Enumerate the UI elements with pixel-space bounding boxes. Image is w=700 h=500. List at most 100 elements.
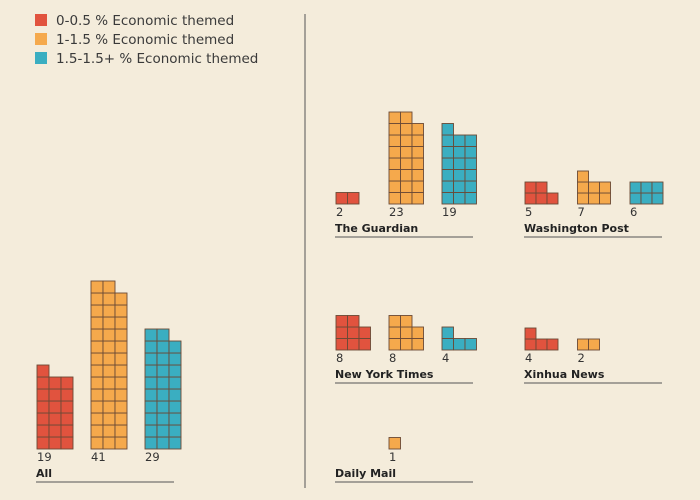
unit-cell-p0-s2-9 [144,400,158,414]
unit-cell-p2-s0-0 [524,192,537,205]
unit-cell-p0-s1-2 [114,436,128,450]
unit-cell-p3-s0-5 [358,326,371,339]
unit-cell-p0-s0-10 [48,400,62,414]
unit-cell-p2-s2-3 [629,181,642,194]
unit-cell-p0-s2-26 [168,340,182,354]
unit-cell-p0-s1-20 [114,364,128,378]
unit-cell-p1-s1-4 [400,180,413,193]
legend: 0-0.5 % Economic themed 1-1.5 % Economic … [35,13,258,67]
unit-cell-p0-s1-25 [102,340,116,354]
unit-cell-p3-s1-7 [400,315,413,328]
unit-cell-p3-s0-0 [335,338,348,351]
unit-cell-p0-s1-29 [114,328,128,342]
unit-cell-p1-s1-17 [411,134,424,147]
unit-cell-p0-s1-17 [114,376,128,390]
unit-cell-p0-s0-13 [48,388,62,402]
unit-cell-p1-s1-0 [388,192,401,205]
unit-cell-p0-s1-3 [90,424,104,438]
unit-cell-p0-s2-10 [156,400,170,414]
unit-cell-p3-s2-0 [441,338,454,351]
unit-cell-p0-s1-7 [102,412,116,426]
unit-cell-p1-s2-11 [464,157,477,170]
unit-cell-p0-s2-21 [144,352,158,366]
count-label-p4-s1: 2 [578,351,585,365]
unit-cell-p3-s1-6 [388,315,401,328]
unit-cell-p1-s1-11 [411,157,424,170]
unit-cell-p0-s2-24 [144,340,158,354]
unit-cell-p0-s0-9 [36,400,50,414]
unit-cell-p3-s1-5 [411,326,424,339]
unit-cell-p0-s0-2 [60,436,74,450]
unit-cell-p4-s1-0 [577,338,589,351]
unit-cell-p2-s0-4 [535,181,548,194]
unit-cell-p4-s0-1 [535,338,548,351]
unit-cell-p2-s1-4 [588,181,600,194]
unit-cell-p1-s1-12 [388,146,401,159]
unit-cell-p0-s2-18 [144,364,158,378]
unit-cell-p0-s2-17 [168,376,182,390]
unit-cell-p0-s2-2 [168,436,182,450]
unit-cell-p0-s1-26 [114,340,128,354]
unit-cell-p3-s1-3 [388,326,401,339]
unit-cell-p2-s1-0 [577,192,589,205]
count-label-p1-s0: 2 [336,205,343,219]
unit-cell-p0-s1-39 [90,280,104,294]
unit-cell-p1-s1-6 [388,169,401,182]
unit-cell-p0-s2-5 [168,424,182,438]
panel-title-4: Xinhua News [524,368,605,381]
unit-cell-p1-s2-15 [441,134,454,147]
unit-cell-p1-s2-4 [453,180,466,193]
unit-cell-p0-s1-40 [102,280,116,294]
unit-cell-p1-s1-21 [388,111,401,124]
unit-cell-p3-s0-6 [335,315,348,328]
unit-cell-p2-s1-5 [599,181,611,194]
unit-cell-p2-s1-1 [588,192,600,205]
count-label-p2-s0: 5 [525,205,532,219]
unit-cell-p0-s0-16 [48,376,62,390]
panel-1: 2 23 19 The Guardian [335,111,477,238]
unit-cell-p0-s0-8 [60,412,74,426]
unit-cell-p0-s2-22 [156,352,170,366]
unit-cell-p2-s2-4 [640,181,653,194]
unit-cell-p1-s2-7 [453,169,466,182]
unit-cell-p0-s2-7 [156,412,170,426]
unit-cell-p1-s2-10 [453,157,466,170]
unit-cell-p0-s0-11 [60,400,74,414]
count-label-p0-s0: 19 [37,450,52,464]
unit-cell-p0-s1-1 [102,436,116,450]
unit-cell-p1-s2-5 [464,180,477,193]
unit-cell-p0-s1-31 [102,316,116,330]
unit-cell-p1-s0-1 [347,192,360,205]
unit-cell-p1-s2-0 [441,192,454,205]
unit-cell-p0-s1-35 [114,304,128,318]
unit-cell-p1-s2-6 [441,169,454,182]
unit-cell-p3-s0-3 [335,326,348,339]
unit-cell-p1-s1-20 [411,123,424,136]
unit-cell-p0-s1-15 [90,376,104,390]
unit-cell-p0-s1-10 [102,400,116,414]
legend-swatch-2 [35,52,47,64]
count-label-p4-s0: 4 [525,351,532,365]
panel-5: 1 Daily Mail [335,437,473,483]
unit-cell-p0-s1-12 [90,388,104,402]
unit-cell-p0-s2-8 [168,412,182,426]
panel-title-0: All [36,467,52,480]
unit-cell-p0-s2-20 [168,364,182,378]
unit-cell-p0-s1-36 [90,292,104,306]
panel-0: 19 41 29 All [36,280,182,483]
unit-cell-p0-s0-5 [60,424,74,438]
unit-cell-p0-s0-0 [36,436,50,450]
unit-cell-p1-s1-18 [388,123,401,136]
panel-title-3: New York Times [335,368,434,381]
unit-cell-p0-s2-1 [156,436,170,450]
unit-cell-p3-s0-2 [358,338,371,351]
unit-cell-p0-s0-3 [36,424,50,438]
unit-cell-p1-s2-12 [441,146,454,159]
unit-cell-p1-s2-3 [441,180,454,193]
unit-cell-p0-s2-23 [168,352,182,366]
unit-cell-p3-s1-0 [388,338,401,351]
unit-cell-p1-s1-7 [400,169,413,182]
unit-cell-p0-s2-19 [156,364,170,378]
unit-cell-p0-s0-7 [48,412,62,426]
